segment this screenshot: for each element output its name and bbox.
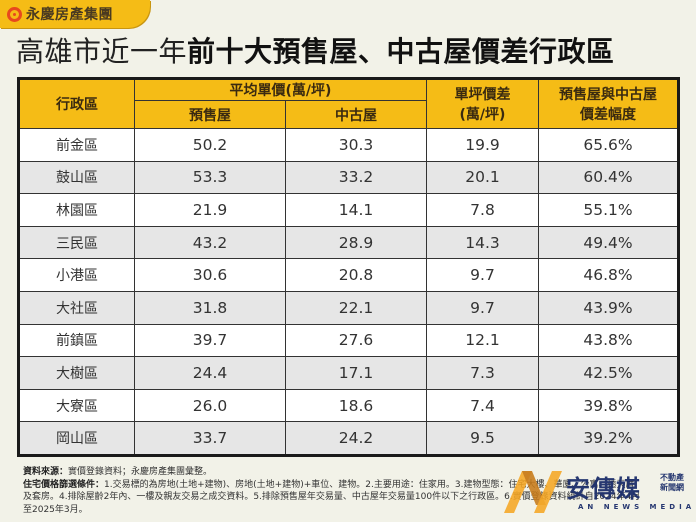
table-row: 大社區 31.8 22.1 9.7 43.9% bbox=[18, 290, 679, 325]
cell-diff: 7.8 bbox=[426, 193, 539, 227]
title-main: 前十大預售屋、中古屋價差行政區 bbox=[187, 35, 615, 68]
cell-resale: 20.8 bbox=[285, 258, 427, 292]
cell-district: 前金區 bbox=[18, 128, 135, 162]
cell-district: 前鎮區 bbox=[18, 323, 135, 358]
cell-presale: 21.9 bbox=[134, 193, 286, 227]
cell-district: 岡山區 bbox=[18, 421, 135, 456]
watermark-cn: 安傳媒 bbox=[566, 475, 641, 503]
table-row: 三民區 43.2 28.9 14.3 49.4% bbox=[18, 225, 679, 260]
cell-resale: 24.2 bbox=[285, 421, 427, 456]
cell-pct: 42.5% bbox=[538, 356, 679, 390]
cell-pct: 60.4% bbox=[538, 160, 679, 195]
header-presale: 預售屋 bbox=[134, 100, 286, 129]
source-note: 資料來源：實價登錄資料；永慶房產集團彙整。 bbox=[23, 466, 683, 479]
criteria-label: 住宅價格篩選條件： bbox=[23, 479, 105, 490]
table-row: 大樹區 24.4 17.1 7.3 42.5% bbox=[18, 356, 679, 390]
cell-district: 林園區 bbox=[18, 193, 135, 227]
watermark-sub1: 不動產 bbox=[660, 473, 684, 482]
table-row: 小港區 30.6 20.8 9.7 46.8% bbox=[18, 258, 679, 292]
cell-presale: 31.8 bbox=[134, 290, 286, 325]
cell-district: 大寮區 bbox=[18, 388, 135, 423]
cell-district: 鼓山區 bbox=[18, 160, 135, 195]
criteria-line3: 至2025年3月。 bbox=[23, 504, 88, 515]
cell-diff: 9.7 bbox=[426, 290, 539, 325]
cell-resale: 18.6 bbox=[285, 388, 427, 423]
header-diff-line2: (萬/坪) bbox=[459, 107, 506, 123]
cell-diff: 14.3 bbox=[426, 225, 539, 260]
table-row: 前鎮區 39.7 27.6 12.1 43.8% bbox=[18, 323, 679, 358]
cell-resale: 28.9 bbox=[285, 225, 427, 260]
cell-pct: 39.8% bbox=[538, 388, 679, 423]
cell-diff: 12.1 bbox=[426, 323, 539, 358]
cell-district: 三民區 bbox=[18, 225, 135, 260]
page-title: 高雄市近一年前十大預售屋、中古屋價差行政區 bbox=[16, 34, 615, 70]
cell-district: 小港區 bbox=[18, 258, 135, 292]
cell-presale: 30.6 bbox=[134, 258, 286, 292]
header-diff: 單坪價差 (萬/坪) bbox=[426, 78, 539, 129]
table-row: 鼓山區 53.3 33.2 20.1 60.4% bbox=[18, 160, 679, 195]
cell-pct: 55.1% bbox=[538, 193, 679, 227]
cell-pct: 43.8% bbox=[538, 323, 679, 358]
cell-pct: 49.4% bbox=[538, 225, 679, 260]
table-row: 前金區 50.2 30.3 19.9 65.6% bbox=[18, 128, 679, 162]
an-news-logo-icon bbox=[502, 467, 564, 515]
cell-diff: 7.4 bbox=[426, 388, 539, 423]
cell-presale: 50.2 bbox=[134, 128, 286, 162]
an-news-media-watermark: 安傳媒 不動產 新聞網 AN NEWS MEDIA bbox=[502, 465, 692, 517]
cell-presale: 26.0 bbox=[134, 388, 286, 423]
cell-diff: 9.7 bbox=[426, 258, 539, 292]
cell-presale: 39.7 bbox=[134, 323, 286, 358]
cell-presale: 53.3 bbox=[134, 160, 286, 195]
cell-resale: 22.1 bbox=[285, 290, 427, 325]
cell-presale: 24.4 bbox=[134, 356, 286, 390]
cell-diff: 20.1 bbox=[426, 160, 539, 195]
cell-district: 大社區 bbox=[18, 290, 135, 325]
table-row: 林園區 21.9 14.1 7.8 55.1% bbox=[18, 193, 679, 227]
footnotes: 資料來源：實價登錄資料；永慶房產集團彙整。 住宅價格篩選條件：1.交易標的為房地… bbox=[23, 466, 683, 516]
watermark-en: AN NEWS MEDIA bbox=[578, 503, 696, 511]
cell-pct: 39.2% bbox=[538, 421, 679, 456]
source-text: 實價登錄資料；永慶房產集團彙整。 bbox=[68, 467, 213, 477]
brand-name: 永慶房產集團 bbox=[26, 7, 113, 23]
header-pct-line1: 預售屋與中古屋 bbox=[559, 87, 657, 103]
brand-header: 永慶房產集團 bbox=[0, 0, 150, 28]
cell-resale: 30.3 bbox=[285, 128, 427, 162]
watermark-sub2: 新聞網 bbox=[660, 483, 684, 492]
cell-resale: 14.1 bbox=[285, 193, 427, 227]
source-label: 資料來源： bbox=[23, 467, 69, 477]
yungching-logo-icon bbox=[7, 6, 22, 22]
header-diff-line1: 單坪價差 bbox=[454, 87, 511, 103]
header-pct-line2: 價差幅度 bbox=[580, 107, 636, 123]
cell-pct: 43.9% bbox=[538, 290, 679, 325]
cell-presale: 33.7 bbox=[134, 421, 286, 456]
criteria-note: 住宅價格篩選條件：1.交易標的為房地(土地+建物)、房地(土地+建物)+車位、建… bbox=[23, 479, 683, 492]
header-avg-price: 平均單價(萬/坪) bbox=[134, 78, 427, 101]
cell-pct: 65.6% bbox=[538, 128, 679, 162]
header-resale: 中古屋 bbox=[285, 100, 427, 129]
criteria-line2: 及套房。4.排除屋齡2年內、一樓及親友交易之成交資料。5.排除預售屋年交易量、中… bbox=[23, 492, 641, 502]
header-pct: 預售屋與中古屋 價差幅度 bbox=[538, 78, 679, 129]
price-gap-table: 行政區 平均單價(萬/坪) 單坪價差 (萬/坪) 預售屋與中古屋 價差幅度 預售… bbox=[17, 77, 680, 457]
cell-resale: 33.2 bbox=[285, 160, 427, 195]
table-row: 大寮區 26.0 18.6 7.4 39.8% bbox=[18, 388, 679, 423]
cell-resale: 27.6 bbox=[285, 323, 427, 358]
cell-district: 大樹區 bbox=[18, 356, 135, 390]
table-row: 岡山區 33.7 24.2 9.5 39.2% bbox=[18, 421, 679, 456]
cell-diff: 7.3 bbox=[426, 356, 539, 390]
cell-diff: 9.5 bbox=[426, 421, 539, 456]
header-district: 行政區 bbox=[18, 78, 135, 129]
cell-resale: 17.1 bbox=[285, 356, 427, 390]
title-prefix: 高雄市近一年 bbox=[16, 35, 188, 68]
cell-diff: 19.9 bbox=[426, 128, 539, 162]
cell-presale: 43.2 bbox=[134, 225, 286, 260]
criteria-line1: 1.交易標的為房地(土地+建物)、房地(土地+建物)+車位、建物。2.主要用途：… bbox=[104, 479, 635, 490]
cell-pct: 46.8% bbox=[538, 258, 679, 292]
